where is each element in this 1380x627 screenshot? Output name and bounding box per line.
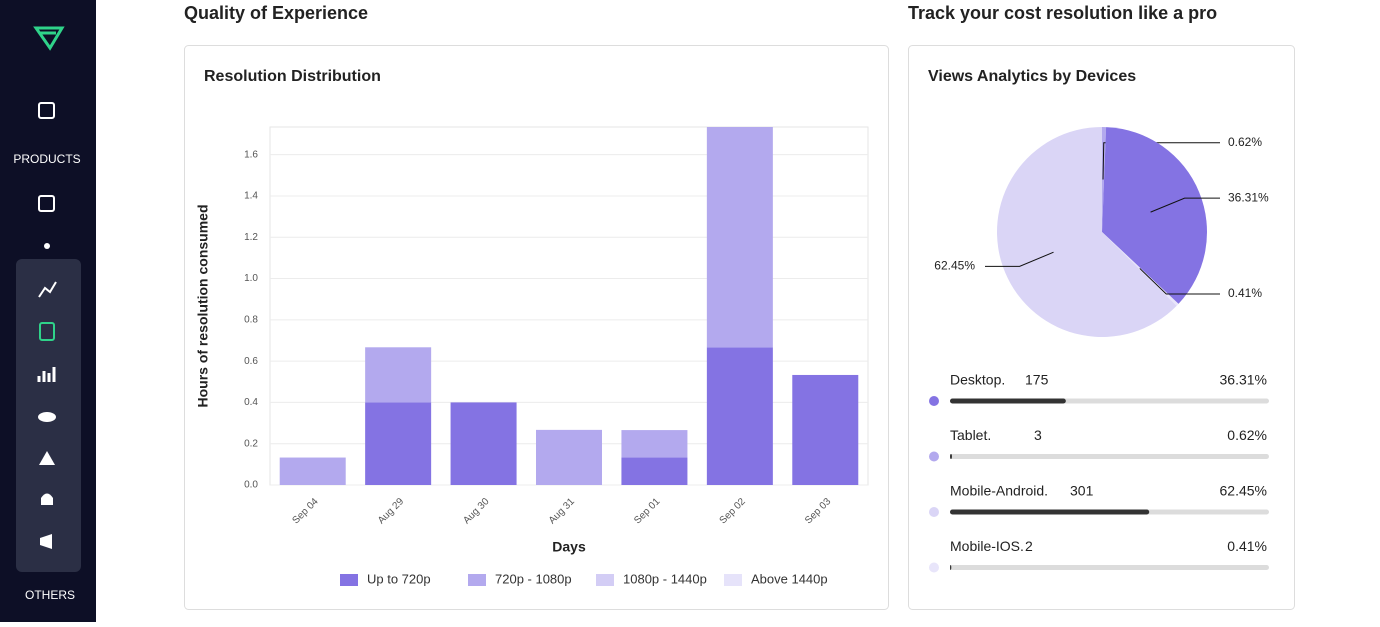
leader-line bbox=[1139, 268, 1220, 295]
bar-segment bbox=[706, 127, 773, 348]
legend-swatch bbox=[724, 574, 742, 586]
leader-line bbox=[985, 251, 1054, 267]
device-percent: 0.62% bbox=[1227, 427, 1267, 443]
y-tick-label: 1.0 bbox=[244, 273, 258, 284]
device-percent: 0.41% bbox=[1227, 538, 1267, 554]
bar-segment bbox=[536, 429, 602, 485]
legend-swatch bbox=[340, 574, 358, 586]
device-count: 175 bbox=[1025, 372, 1049, 388]
pie-slice bbox=[1102, 127, 1207, 304]
legend-label: Above 1440p bbox=[751, 571, 828, 586]
y-tick-label: 0.6 bbox=[244, 356, 258, 367]
y-tick-label: 1.6 bbox=[244, 149, 258, 160]
leader-line bbox=[1102, 142, 1220, 180]
icon-alert[interactable] bbox=[39, 451, 55, 465]
icon-live[interactable] bbox=[44, 243, 50, 249]
card-title: Views Analytics by Devices bbox=[928, 68, 1136, 85]
bar-segment bbox=[792, 374, 859, 485]
logo bbox=[33, 26, 65, 51]
legend-label: 1080p - 1440p bbox=[623, 571, 707, 586]
progress-fill bbox=[950, 454, 952, 459]
progress-fill bbox=[950, 565, 952, 570]
bar-segment bbox=[621, 430, 688, 458]
device-dot bbox=[929, 507, 939, 517]
section-heading: Quality of Experience bbox=[184, 3, 368, 23]
pie-slice bbox=[1102, 127, 1107, 232]
icon-folder[interactable] bbox=[38, 102, 55, 119]
y-tick-label: 0.2 bbox=[244, 438, 258, 449]
leader-line bbox=[1150, 197, 1220, 213]
legend-label: 720p - 1080p bbox=[495, 571, 572, 586]
bar-segment bbox=[621, 457, 688, 485]
device-name: Mobile-IOS. bbox=[950, 538, 1024, 554]
bar-segment bbox=[365, 347, 432, 403]
device-percent: 62.45% bbox=[1220, 483, 1267, 499]
bar-segment bbox=[365, 402, 432, 485]
pie-label: 0.62% bbox=[1228, 135, 1262, 149]
icon-bell[interactable] bbox=[41, 493, 53, 506]
section-heading: Track your cost resolution like a pro bbox=[908, 3, 1217, 23]
progress-fill bbox=[950, 398, 1066, 404]
y-tick-label: 1.4 bbox=[244, 191, 258, 202]
device-percent: 36.31% bbox=[1220, 372, 1267, 388]
progress-track bbox=[950, 565, 1269, 570]
card bbox=[184, 45, 889, 610]
icon-eye[interactable] bbox=[38, 412, 56, 422]
icon-analytics[interactable] bbox=[38, 281, 57, 298]
device-count: 3 bbox=[1034, 427, 1042, 443]
device-count: 301 bbox=[1070, 483, 1094, 499]
sidebar-label: OTHERS bbox=[25, 588, 75, 602]
y-axis-label: Hours of resolution consumed bbox=[195, 204, 211, 407]
device-dot bbox=[929, 396, 939, 406]
progress-track bbox=[950, 454, 1269, 459]
device-dot bbox=[929, 562, 939, 573]
device-name: Mobile-Android. bbox=[950, 483, 1048, 499]
pie-label: 0.41% bbox=[1228, 286, 1262, 300]
y-tick-label: 0.0 bbox=[244, 480, 258, 491]
pie-slice bbox=[997, 127, 1177, 337]
y-tick-label: 0.8 bbox=[244, 314, 258, 325]
device-name: Desktop. bbox=[950, 372, 1005, 388]
icon-stats[interactable] bbox=[37, 367, 56, 382]
y-tick-label: 0.4 bbox=[244, 397, 258, 408]
sidebar-label: PRODUCTS bbox=[13, 152, 80, 166]
icon-media[interactable] bbox=[38, 195, 55, 212]
pie-label: 62.45% bbox=[934, 259, 975, 273]
pie-label: 36.31% bbox=[1228, 190, 1269, 204]
legend-label: Up to 720p bbox=[367, 571, 431, 586]
bar-segment bbox=[450, 402, 517, 485]
icon-announce[interactable] bbox=[40, 534, 52, 549]
bar-segment bbox=[706, 347, 773, 485]
card-title: Resolution Distribution bbox=[204, 68, 381, 85]
device-count: 2 bbox=[1025, 538, 1033, 554]
legend-swatch bbox=[468, 574, 486, 586]
device-dot bbox=[929, 451, 939, 462]
x-axis-label: Days bbox=[552, 539, 586, 555]
bar-segment bbox=[279, 457, 346, 485]
icon-report[interactable] bbox=[39, 322, 55, 341]
progress-fill bbox=[950, 509, 1150, 515]
legend-swatch bbox=[596, 574, 614, 586]
device-name: Tablet. bbox=[950, 427, 991, 443]
y-tick-label: 1.2 bbox=[244, 232, 258, 243]
